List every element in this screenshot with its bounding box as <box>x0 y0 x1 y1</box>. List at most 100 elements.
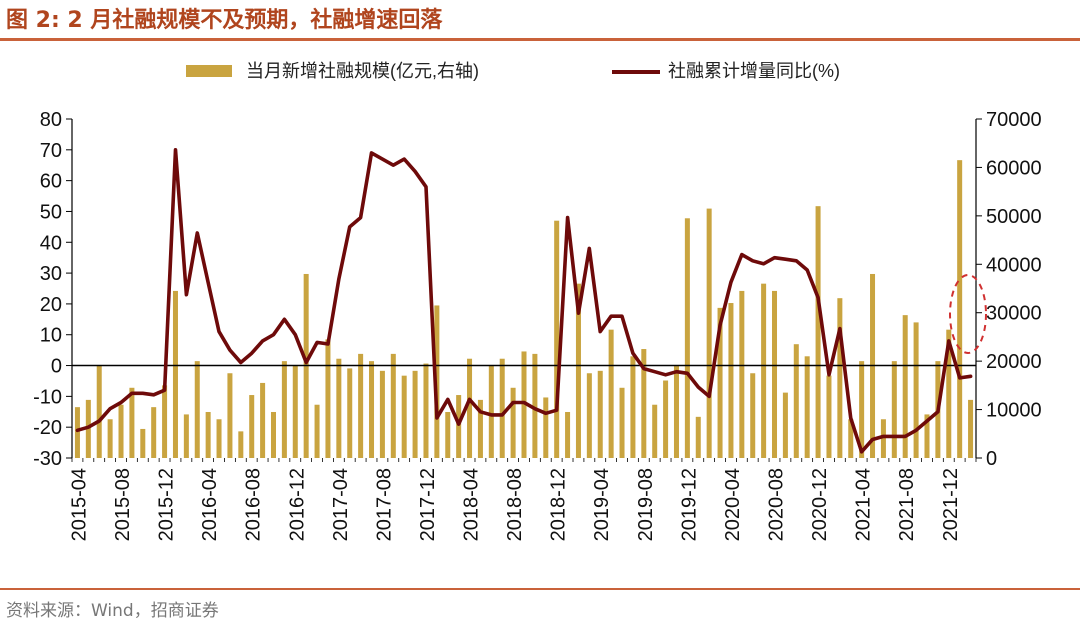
y-right-tick-label: 0 <box>986 448 997 470</box>
x-tick-label: 2021-04 <box>853 468 875 541</box>
bar <box>96 365 102 458</box>
bar <box>499 358 505 458</box>
x-tick-label: 2015-08 <box>112 468 134 541</box>
bar <box>107 419 113 458</box>
x-tick-label: 2018-08 <box>504 468 526 541</box>
bar <box>532 353 538 458</box>
y-left-tick-label: 80 <box>40 109 62 131</box>
bar <box>347 368 353 458</box>
bar <box>216 419 222 458</box>
bar <box>641 349 647 458</box>
bar <box>826 375 832 458</box>
bar <box>260 382 266 458</box>
bar <box>902 315 908 458</box>
bar <box>891 361 897 458</box>
bar <box>586 373 592 458</box>
bar <box>118 404 124 458</box>
x-tick-label: 2019-04 <box>591 468 613 541</box>
bar <box>728 303 734 458</box>
bar <box>608 329 614 458</box>
line-path <box>75 148 973 454</box>
bar <box>412 370 418 458</box>
bar <box>281 361 287 458</box>
x-tick-label: 2018-12 <box>548 468 570 541</box>
bar <box>815 206 821 458</box>
bar <box>880 419 886 458</box>
bar <box>456 395 462 458</box>
bar <box>325 339 331 458</box>
x-tick-label: 2015-04 <box>68 468 90 541</box>
bar <box>706 208 712 458</box>
bar <box>630 356 636 458</box>
bar <box>336 358 342 458</box>
bar <box>837 298 843 458</box>
bar <box>543 397 549 458</box>
bar <box>227 373 233 458</box>
x-tick-label: 2016-12 <box>286 468 308 541</box>
bar <box>695 416 701 458</box>
bar <box>521 351 527 458</box>
y-left-tick-label: 40 <box>40 232 62 254</box>
y-left-tick-label: 50 <box>40 201 62 223</box>
y-left-tick-label: 30 <box>40 263 62 285</box>
bar <box>140 428 146 458</box>
bar <box>314 404 320 458</box>
bar <box>859 361 865 458</box>
x-tick-label: 2019-12 <box>678 468 700 541</box>
bar <box>74 407 80 458</box>
x-tick-label: 2021-12 <box>940 468 962 541</box>
bar <box>793 344 799 458</box>
y-left-tick-label: -30 <box>33 448 62 470</box>
bar <box>761 283 767 458</box>
bar <box>270 411 276 458</box>
bar <box>151 407 157 458</box>
bar <box>205 411 211 458</box>
bar <box>390 353 396 458</box>
legend-line-label: 社融累计增量同比(%) <box>668 61 840 81</box>
bar <box>575 283 581 458</box>
bar <box>957 160 963 458</box>
y-right-tick-label: 10000 <box>986 400 1042 422</box>
bar-series <box>74 160 974 458</box>
y-left-tick-label: 0 <box>51 356 62 378</box>
bar <box>968 399 974 458</box>
y-left-tick-label: 60 <box>40 171 62 193</box>
bar <box>684 218 690 458</box>
bar <box>597 370 603 458</box>
y-left-tick-label: -20 <box>33 417 62 439</box>
bar <box>249 395 255 458</box>
x-tick-label: 2020-04 <box>722 468 744 541</box>
y-right-tick-label: 70000 <box>986 109 1042 131</box>
bar <box>358 353 364 458</box>
legend: 当月新增社融规模(亿元,右轴) 社融累计增量同比(%) <box>186 61 840 81</box>
x-tick-label: 2016-04 <box>199 468 221 541</box>
x-tick-label: 2017-08 <box>373 468 395 541</box>
bar <box>129 387 135 458</box>
bar <box>510 387 516 458</box>
x-tick-label: 2016-08 <box>243 468 265 541</box>
bar <box>663 380 669 458</box>
bar <box>488 365 494 458</box>
bar <box>848 419 854 458</box>
x-tick-label: 2015-12 <box>156 468 178 541</box>
title-rule <box>0 38 1080 41</box>
line-series <box>75 148 973 454</box>
y-right-tick-label: 20000 <box>986 351 1042 373</box>
x-tick-label: 2019-08 <box>635 468 657 541</box>
bar <box>739 290 745 458</box>
x-tick-label: 2020-12 <box>809 468 831 541</box>
bar <box>619 387 625 458</box>
y-left-tick-label: 10 <box>40 325 62 347</box>
bar <box>772 290 778 458</box>
bar <box>162 385 168 458</box>
bar <box>183 414 189 458</box>
source-note: 资料来源：Wind，招商证券 <box>6 601 219 621</box>
bar <box>750 373 756 458</box>
bar <box>924 414 930 458</box>
x-tick-label: 2021-08 <box>896 468 918 541</box>
y-left-tick-label: -10 <box>33 386 62 408</box>
y-right-tick-label: 50000 <box>986 206 1042 228</box>
y-right-tick-label: 40000 <box>986 254 1042 276</box>
bar <box>946 329 952 458</box>
bar <box>565 411 571 458</box>
